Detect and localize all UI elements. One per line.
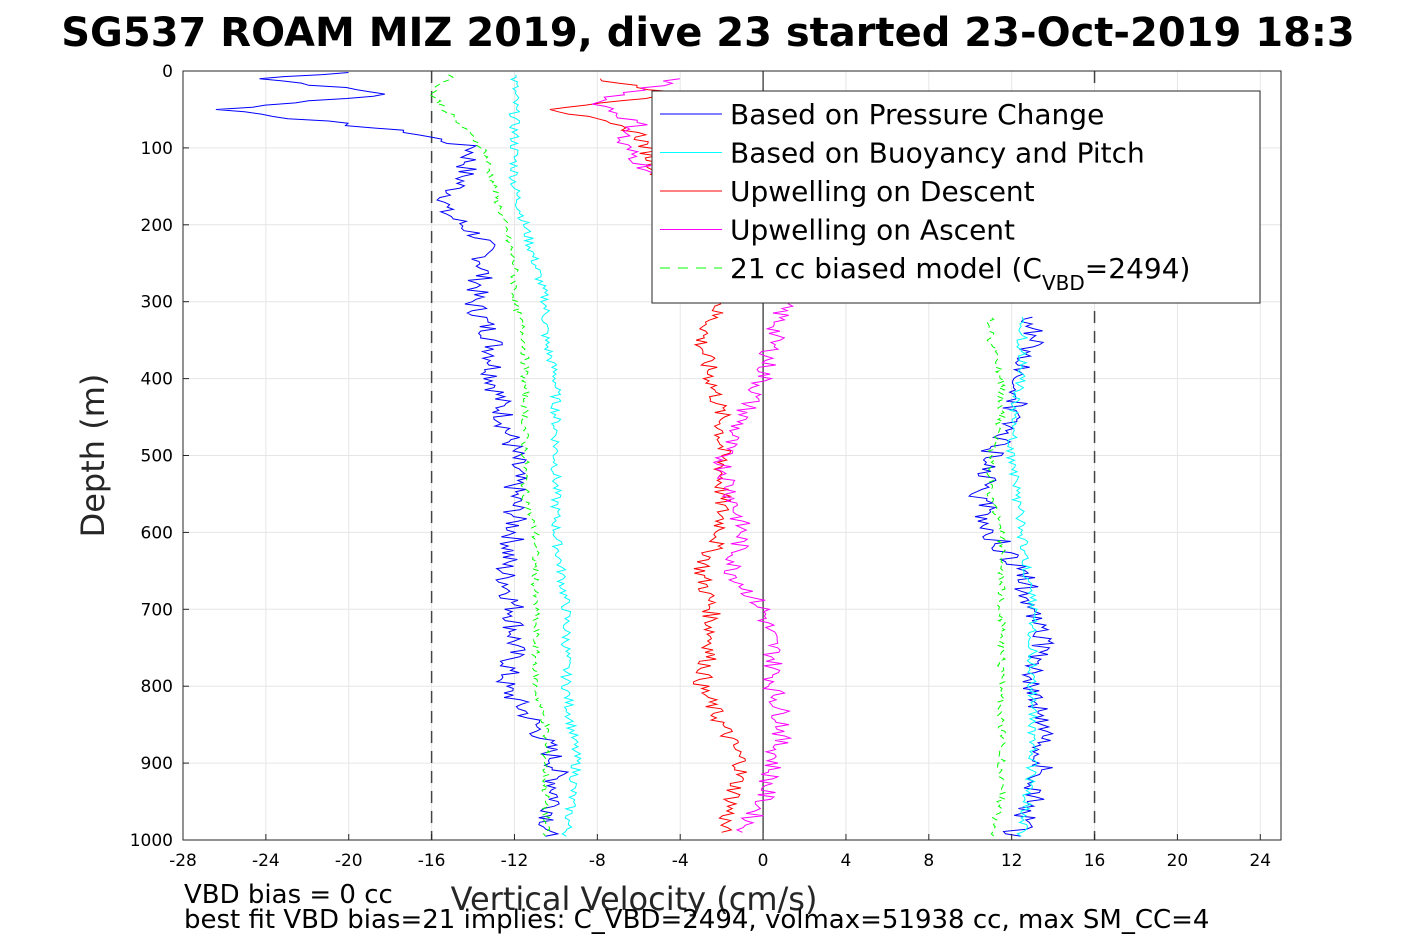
y-tick-label: 500	[141, 447, 173, 467]
footer-line-1: VBD bias = 0 cc	[184, 880, 393, 910]
y-tick-label: 1000	[130, 831, 173, 851]
x-tick-label: -8	[589, 851, 606, 871]
x-tick-label: 12	[1001, 851, 1023, 871]
legend-label-buoyancy: Based on Buoyancy and Pitch	[730, 137, 1145, 170]
x-tick-label: 0	[758, 851, 769, 871]
series-line-biased_model	[986, 316, 1007, 837]
legend-label-pressure: Based on Pressure Change	[730, 98, 1104, 131]
y-tick-label: 200	[141, 216, 173, 236]
x-tick-label: 16	[1084, 851, 1106, 871]
tick-labels: -28 -24 -20 -16 -12 -8 -4 0 4 8 12 16 20 24 0 100 200 300…	[130, 62, 1271, 871]
y-tick-label: 0	[162, 62, 173, 82]
y-axis-label: Depth (m)	[74, 374, 112, 538]
series-line-buoyancy	[508, 74, 583, 837]
x-tick-label: -24	[252, 851, 280, 871]
y-tick-label: 100	[141, 139, 173, 159]
y-tick-label: 300	[141, 293, 173, 313]
series-line-pressure	[215, 72, 570, 837]
series-line-buoyancy	[1005, 316, 1039, 837]
x-tick-label: 20	[1167, 851, 1189, 871]
chart-title: SG537 ROAM MIZ 2019, dive 23 started 23-…	[61, 10, 1355, 56]
series-line-biased_model	[428, 74, 551, 837]
legend-box	[651, 90, 1261, 304]
legend-label-upwelling_ascent: Upwelling on Ascent	[730, 214, 1015, 247]
y-tick-label: 800	[141, 677, 173, 697]
x-tick-label: 8	[923, 851, 934, 871]
y-tick-label: 700	[141, 600, 173, 620]
x-tick-label: 4	[841, 851, 852, 871]
x-tick-label: -12	[501, 851, 529, 871]
y-tick-label: 600	[141, 523, 173, 543]
x-tick-label: -16	[418, 851, 446, 871]
x-axis-label: Vertical Velocity (cm/s)	[451, 880, 818, 918]
x-tick-label: 24	[1249, 851, 1271, 871]
series-line-pressure	[967, 316, 1055, 837]
x-tick-label: -20	[335, 851, 363, 871]
legend-label-upwelling_descent: Upwelling on Descent	[730, 175, 1035, 208]
x-tick-label: -4	[672, 851, 689, 871]
y-tick-label: 900	[141, 754, 173, 774]
series-biased_model	[428, 74, 1007, 837]
footer-line-2: best fit VBD bias=21 implies: C_VBD=2494…	[184, 905, 1209, 935]
y-tick-label: 400	[141, 370, 173, 390]
series-pressure	[215, 72, 1055, 837]
x-tick-label: -28	[169, 851, 197, 871]
series-buoyancy	[508, 74, 1039, 837]
legend: Based on Pressure Change Based on Buoyanc…	[651, 90, 1261, 304]
